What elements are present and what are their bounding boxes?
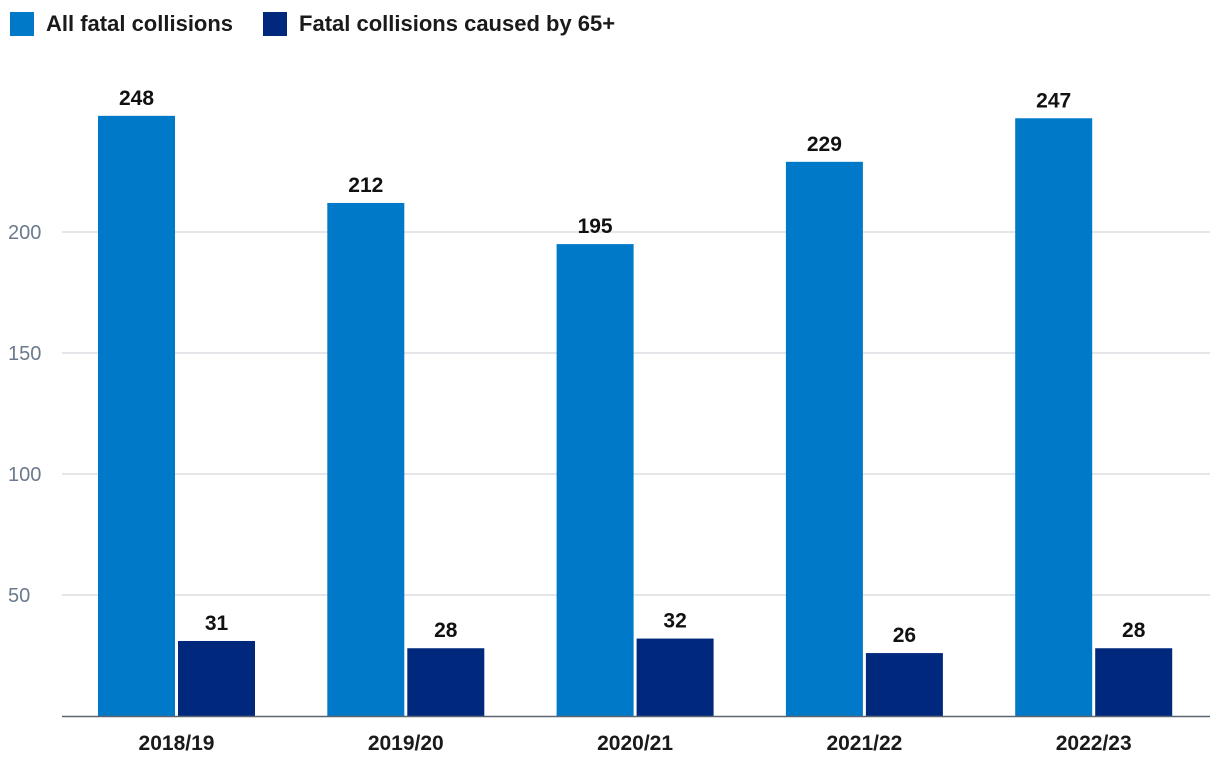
bar-all-fatal-2022-23 (1015, 118, 1093, 716)
legend: All fatal collisions Fatal collisions ca… (10, 10, 645, 38)
data-label-65-plus-2021-22: 26 (893, 624, 916, 647)
legend-label-all-fatal: All fatal collisions (46, 11, 234, 36)
bar-all-fatal-2020-21 (556, 244, 634, 716)
x-tick-label-2022-23: 2022/23 (1056, 732, 1132, 755)
data-label-65-plus-2018-19: 31 (205, 612, 229, 635)
legend-item-all-fatal: All fatal collisions (10, 11, 233, 37)
data-label-all-fatal-2019-20: 212 (348, 174, 383, 197)
legend-swatch-all-fatal (10, 12, 34, 36)
x-tick-label-2020-21: 2020/21 (597, 732, 673, 755)
bar-65-plus-2020-21 (636, 638, 714, 716)
data-label-all-fatal-2020-21: 195 (578, 215, 613, 238)
y-tick-label-200: 200 (8, 222, 41, 244)
data-label-65-plus-2019-20: 28 (434, 619, 458, 642)
data-label-all-fatal-2022-23: 247 (1036, 89, 1071, 112)
legend-swatch-65-plus (263, 12, 288, 36)
x-tick-label-2019-20: 2019/20 (368, 732, 444, 755)
x-tick-label-2018-19: 2018/19 (139, 732, 215, 755)
y-tick-label-150: 150 (8, 343, 41, 365)
bar-65-plus-2018-19 (178, 640, 255, 716)
data-label-all-fatal-2018-19: 248 (119, 87, 154, 110)
bar-65-plus-2019-20 (407, 648, 485, 716)
bar-65-plus-2021-22 (865, 653, 943, 716)
data-label-all-fatal-2021-22: 229 (807, 133, 842, 156)
bar-all-fatal-2019-20 (327, 202, 405, 716)
legend-item-65-plus: Fatal collisions caused by 65+ (263, 11, 615, 37)
bar-all-fatal-2021-22 (785, 161, 863, 716)
legend-label-65-plus: Fatal collisions caused by 65+ (299, 11, 616, 36)
bar-all-fatal-2018-19 (98, 115, 175, 717)
bar-65-plus-2022-23 (1095, 648, 1173, 716)
data-label-65-plus-2020-21: 32 (663, 610, 686, 633)
y-tick-label-100: 100 (8, 464, 41, 486)
data-label-65-plus-2022-23: 28 (1122, 619, 1146, 642)
x-tick-label-2021-22: 2021/22 (826, 732, 902, 755)
y-tick-label-50: 50 (8, 585, 30, 607)
